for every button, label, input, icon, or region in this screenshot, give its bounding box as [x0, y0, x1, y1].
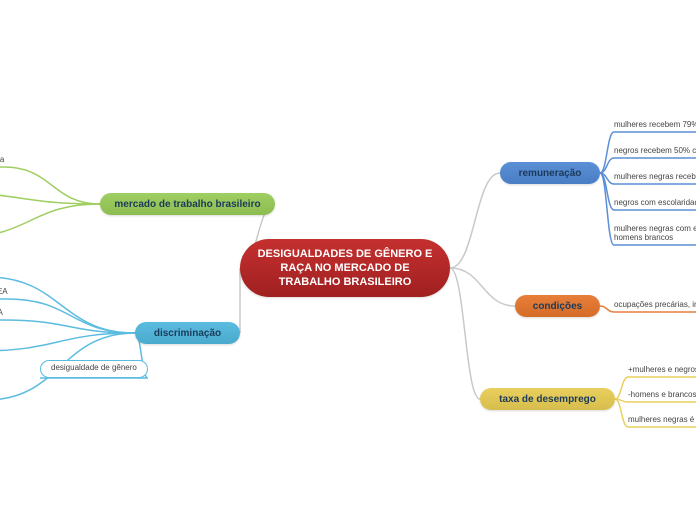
- branch-desemprego: taxa de desemprego: [480, 388, 615, 410]
- leaf-desemprego-1: -homens e brancos: [628, 390, 696, 402]
- leaf-condicoes-0: ocupações precárias, informais e de: [614, 300, 696, 312]
- leaf-desemprego-2: mulheres negras é o 2 vezes maior que ho: [628, 415, 696, 427]
- branch-mercado: mercado de trabalho brasileiro: [100, 193, 275, 215]
- leaf-remuneracao-1: negros recebem 50% comparado: [614, 146, 696, 158]
- leaf-remuneracao-2: mulheres negras recebem apenas: [614, 172, 696, 184]
- leaf-remuneracao-3: negros com escolaridade recebe 3: [614, 198, 696, 210]
- mindmap-canvas: { "canvas": { "w": 696, "h": 520, "bg": …: [0, 0, 696, 520]
- leaf-discriminacao-1: mulheres representam 43% da PEA: [0, 287, 8, 299]
- branch-condicoes: condições: [515, 295, 600, 317]
- branch-remuneracao: remuneração: [500, 162, 600, 184]
- leaf-discriminacao-4: desigualdade de gênero: [40, 360, 148, 378]
- leaf-remuneracao-0: mulheres recebem 79% do que o: [614, 120, 696, 132]
- branch-discriminacao: discriminação: [135, 322, 240, 344]
- leaf-mercado-0: desigualdades de gênero e raça: [0, 155, 4, 167]
- leaf-desemprego-0: +mulheres e negros: [628, 365, 696, 377]
- leaf-remuneracao-4: mulheres negras com escolaridadehomens b…: [614, 224, 696, 245]
- leaf-discriminacao-2: (ambos os sexos) representam 46% da PEA: [0, 308, 3, 320]
- center-node: DESIGUALDADES DE GÊNERO E RAÇA NO MERCAD…: [240, 239, 450, 297]
